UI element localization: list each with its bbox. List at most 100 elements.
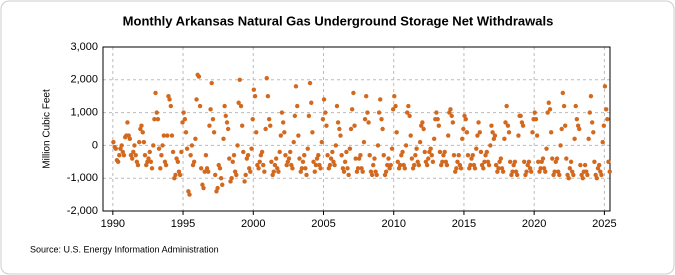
point [372, 156, 377, 161]
point [478, 149, 484, 155]
point [169, 133, 175, 138]
point [119, 143, 124, 148]
point [477, 130, 483, 135]
point [417, 139, 423, 145]
point [342, 159, 348, 164]
point [545, 110, 550, 115]
point [442, 149, 447, 155]
point [470, 153, 475, 158]
point [117, 153, 122, 158]
point [352, 123, 357, 128]
point [268, 123, 273, 128]
point [554, 156, 560, 161]
point [448, 107, 453, 112]
point [280, 120, 286, 125]
point [594, 176, 599, 181]
point [403, 143, 409, 148]
point [362, 116, 368, 122]
point [251, 87, 257, 92]
point [339, 153, 344, 158]
point [414, 146, 419, 151]
point [163, 162, 169, 168]
point [227, 156, 232, 161]
point [202, 169, 207, 174]
point [154, 110, 159, 115]
point [366, 120, 371, 125]
point [486, 162, 492, 168]
point [436, 123, 441, 128]
point [125, 120, 130, 125]
point [165, 133, 170, 138]
point [526, 159, 532, 164]
point [493, 162, 499, 168]
x-tick-label: 2025 [592, 218, 616, 230]
point [327, 162, 333, 168]
point [532, 110, 537, 115]
point [249, 146, 254, 151]
point [245, 153, 251, 158]
point [234, 172, 239, 178]
x-tick-label: 2010 [381, 218, 405, 230]
point [277, 149, 282, 155]
point [196, 74, 202, 79]
point [434, 110, 439, 115]
point [127, 136, 133, 142]
point [349, 107, 355, 112]
point [213, 172, 218, 178]
point [316, 153, 321, 158]
point [113, 146, 118, 151]
point [476, 120, 481, 125]
point [375, 143, 381, 148]
point [602, 84, 608, 89]
point [374, 172, 379, 178]
point [606, 159, 611, 164]
point [153, 90, 158, 96]
x-tick-label: 1995 [171, 218, 195, 230]
point [220, 182, 225, 187]
point [599, 172, 604, 178]
point [161, 133, 167, 138]
point [431, 136, 437, 142]
point [561, 103, 567, 109]
point [215, 185, 220, 191]
point [392, 94, 397, 99]
point [252, 94, 258, 99]
point [181, 110, 186, 115]
point [276, 169, 281, 174]
point [548, 130, 554, 135]
point [175, 159, 181, 164]
point [405, 110, 410, 115]
point [177, 172, 183, 178]
point [394, 130, 399, 135]
point [543, 169, 548, 174]
point [429, 153, 434, 158]
point [454, 166, 459, 171]
y-tick-label: -1,000 [67, 172, 98, 184]
point [207, 123, 212, 128]
point [571, 172, 576, 178]
point [544, 146, 549, 151]
point [601, 123, 607, 128]
point [321, 97, 327, 102]
point [580, 176, 585, 181]
point [341, 169, 347, 174]
point [236, 100, 241, 105]
point [510, 169, 515, 174]
point [424, 162, 430, 168]
point [524, 169, 529, 174]
point [328, 156, 334, 161]
point [578, 162, 583, 168]
point [167, 97, 172, 102]
point [472, 166, 478, 171]
point [160, 143, 165, 148]
point [393, 103, 398, 109]
point [376, 110, 382, 115]
point [533, 116, 539, 122]
point [330, 149, 335, 155]
point [503, 120, 508, 125]
point [266, 116, 272, 122]
point [440, 159, 445, 164]
point [158, 166, 163, 171]
point [282, 130, 287, 135]
point [422, 149, 427, 155]
